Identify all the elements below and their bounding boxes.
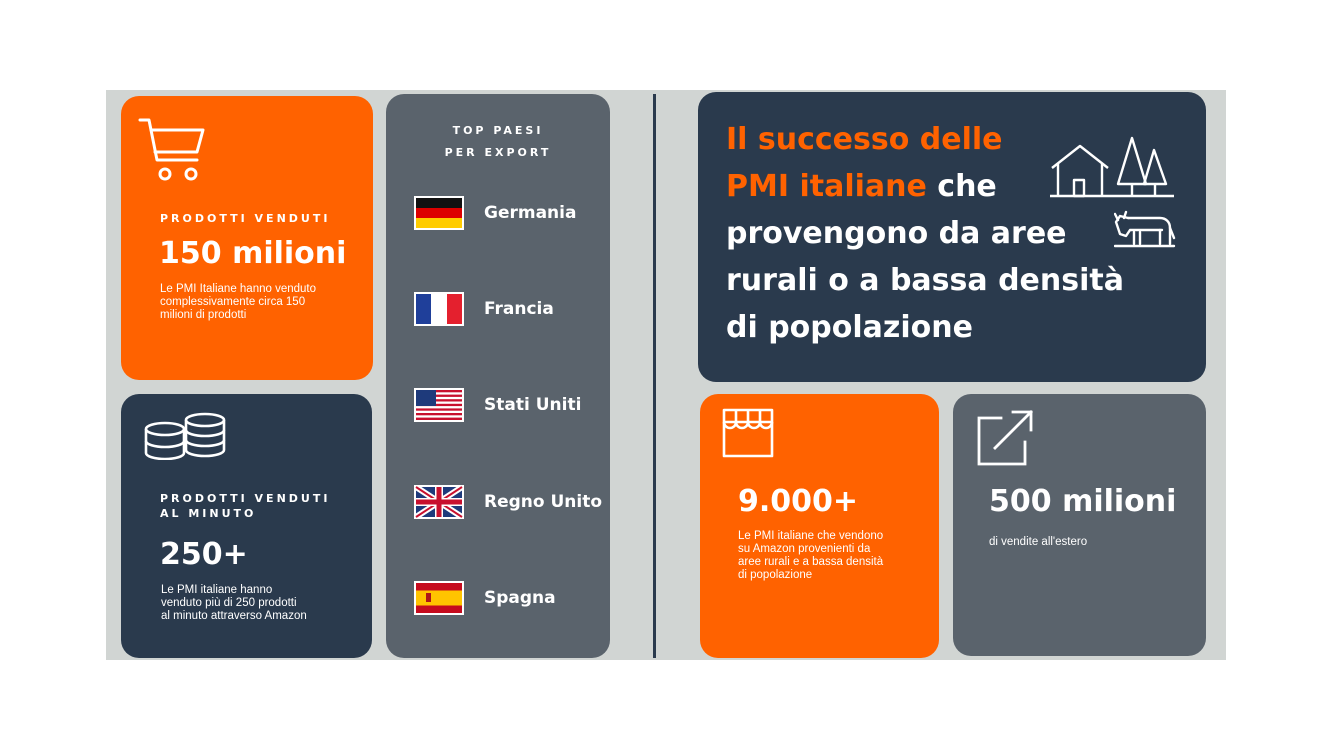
rural-sellers-card: 9.000+ Le PMI italiane che vendono su Am… <box>700 394 939 658</box>
sales-abroad-card: 500 milioni di vendite all'estero <box>953 394 1206 656</box>
products-sold-description: Le PMI Italiane hanno venduto complessiv… <box>160 283 317 321</box>
uk-flag-icon <box>414 485 464 519</box>
country-item-germany: Germania <box>414 195 576 231</box>
storefront-icon <box>722 408 774 458</box>
products-per-minute-label: PRODOTTI VENDUTI AL MINUTO <box>160 492 331 520</box>
headline-text: Il successo delle PMI italiane che prove… <box>726 122 1124 345</box>
products-per-minute-card: PRODOTTI VENDUTI AL MINUTO 250+ Le PMI i… <box>121 394 372 658</box>
products-sold-card: PRODOTTI VENDUTI 150 milioni Le PMI Ital… <box>121 96 373 380</box>
country-item-usa: Stati Uniti <box>414 387 581 423</box>
products-per-minute-value: 250+ <box>160 537 248 572</box>
top-countries-title: TOP PAESI PER EXPORT <box>444 124 552 159</box>
france-flag-icon <box>414 292 464 326</box>
country-name: Stati Uniti <box>484 395 582 415</box>
country-name: Germania <box>484 203 577 223</box>
sales-abroad-description: di vendite all'estero <box>989 536 1088 548</box>
spain-flag-icon <box>414 581 464 615</box>
products-per-minute-description: Le PMI italiane hanno venduto più di 250… <box>161 584 307 622</box>
shopping-cart-icon <box>138 118 205 181</box>
usa-flag-icon <box>414 388 464 422</box>
rural-sellers-description: Le PMI italiane che vendono su Amazon pr… <box>738 530 884 581</box>
products-sold-value: 150 milioni <box>159 236 347 271</box>
headline-card: Il successo delle PMI italiane che prove… <box>698 92 1206 382</box>
country-item-spain: Spagna <box>414 580 556 616</box>
vertical-divider <box>653 94 656 658</box>
country-name: Spagna <box>484 588 556 608</box>
country-name: Regno Unito <box>484 492 603 512</box>
house-trees-icon <box>1050 136 1174 198</box>
country-item-france: Francia <box>414 291 554 327</box>
top-countries-card: TOP PAESI PER EXPORT Germania Francia <box>386 94 610 658</box>
germany-flag-icon <box>414 196 464 230</box>
country-name: Francia <box>484 299 554 319</box>
rural-sellers-value: 9.000+ <box>738 484 859 519</box>
coins-stack-icon <box>144 412 226 460</box>
country-item-uk: Regno Unito <box>414 484 602 520</box>
products-sold-label: PRODOTTI VENDUTI <box>160 212 331 225</box>
cow-icon <box>1114 210 1176 248</box>
sales-abroad-value: 500 milioni <box>989 484 1177 519</box>
external-link-icon <box>977 410 1033 466</box>
